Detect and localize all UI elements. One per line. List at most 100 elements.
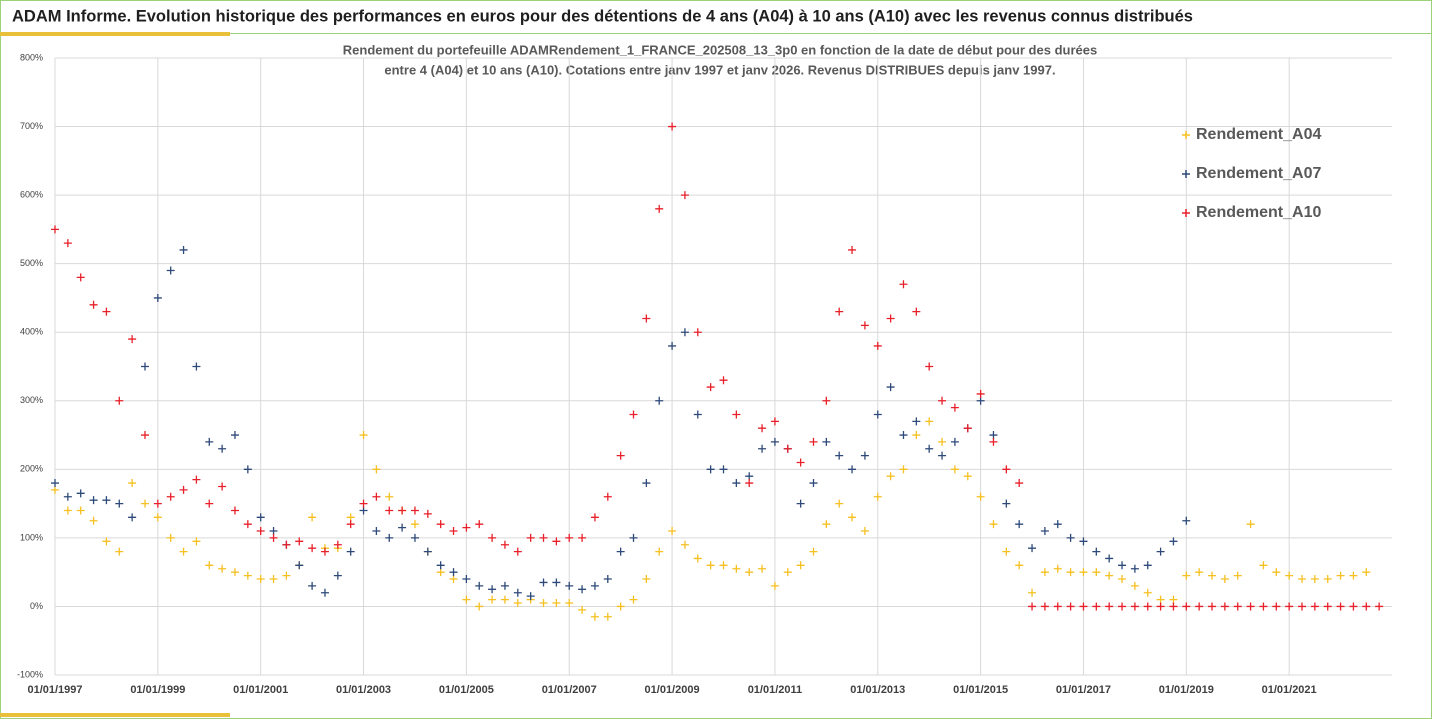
marker <box>590 612 599 621</box>
marker <box>976 389 985 398</box>
marker <box>1362 568 1371 577</box>
marker <box>166 492 175 501</box>
marker <box>552 578 561 587</box>
marker <box>166 266 175 275</box>
marker <box>629 595 638 604</box>
marker <box>886 472 895 481</box>
marker <box>1156 595 1165 604</box>
marker <box>860 451 869 460</box>
marker <box>436 568 445 577</box>
marker <box>1259 602 1268 611</box>
marker <box>835 499 844 508</box>
marker <box>205 499 214 508</box>
marker <box>1053 564 1062 573</box>
marker <box>179 245 188 254</box>
marker <box>1246 520 1255 529</box>
legend-label: Rendement_A10 <box>1196 204 1321 221</box>
marker <box>603 492 612 501</box>
chart-title: Rendement du portefeuille ADAMRendement_… <box>343 42 1097 57</box>
marker <box>706 561 715 570</box>
marker <box>320 588 329 597</box>
marker <box>706 465 715 474</box>
marker <box>218 482 227 491</box>
marker <box>269 575 278 584</box>
marker <box>76 506 85 515</box>
marker <box>603 612 612 621</box>
marker <box>1015 520 1024 529</box>
x-tick-label: 01/01/1997 <box>27 684 82 696</box>
marker <box>655 204 664 213</box>
marker <box>449 568 458 577</box>
marker <box>1092 568 1101 577</box>
marker <box>398 506 407 515</box>
marker <box>475 581 484 590</box>
marker <box>76 489 85 498</box>
marker <box>500 581 509 590</box>
marker <box>1349 602 1358 611</box>
marker <box>693 410 702 419</box>
marker <box>950 437 959 446</box>
y-tick-label: 600% <box>20 189 43 199</box>
marker <box>1208 571 1217 580</box>
marker <box>719 561 728 570</box>
marker <box>1195 568 1204 577</box>
marker <box>410 506 419 515</box>
marker <box>886 314 895 323</box>
marker <box>796 561 805 570</box>
marker <box>410 520 419 529</box>
marker <box>848 513 857 522</box>
marker <box>668 122 677 131</box>
marker <box>1272 602 1281 611</box>
marker <box>500 540 509 549</box>
marker <box>513 547 522 556</box>
marker <box>603 575 612 584</box>
marker <box>770 417 779 426</box>
marker <box>1040 602 1049 611</box>
marker <box>51 485 59 494</box>
marker <box>1118 575 1127 584</box>
marker <box>796 458 805 467</box>
marker <box>1220 575 1229 584</box>
marker <box>822 520 831 529</box>
marker <box>513 599 522 608</box>
marker <box>976 492 985 501</box>
marker <box>976 396 985 405</box>
marker <box>1336 602 1345 611</box>
marker <box>63 492 72 501</box>
marker <box>732 410 741 419</box>
marker <box>1246 602 1255 611</box>
marker <box>552 599 561 608</box>
marker <box>1118 602 1127 611</box>
marker <box>912 431 921 440</box>
marker <box>899 431 908 440</box>
y-tick-label: 300% <box>20 395 43 405</box>
marker <box>1298 602 1307 611</box>
marker <box>1169 602 1178 611</box>
marker <box>1079 537 1088 546</box>
marker <box>359 499 368 508</box>
marker <box>462 595 471 604</box>
marker <box>719 465 728 474</box>
marker <box>1015 561 1024 570</box>
marker <box>89 300 98 309</box>
marker <box>848 245 857 254</box>
marker <box>1002 547 1011 556</box>
marker <box>835 307 844 316</box>
marker <box>1040 568 1049 577</box>
marker <box>860 321 869 330</box>
marker <box>1092 547 1101 556</box>
x-tick-label: 01/01/2015 <box>953 684 1008 696</box>
y-tick-label: 500% <box>20 258 43 268</box>
marker <box>1182 571 1191 580</box>
marker <box>488 595 497 604</box>
marker <box>822 437 831 446</box>
marker <box>822 396 831 405</box>
x-tick-label: 01/01/1999 <box>130 684 185 696</box>
marker <box>1028 602 1037 611</box>
marker <box>899 280 908 289</box>
marker <box>115 499 124 508</box>
x-tick-label: 01/01/2005 <box>439 684 494 696</box>
marker <box>770 437 779 446</box>
